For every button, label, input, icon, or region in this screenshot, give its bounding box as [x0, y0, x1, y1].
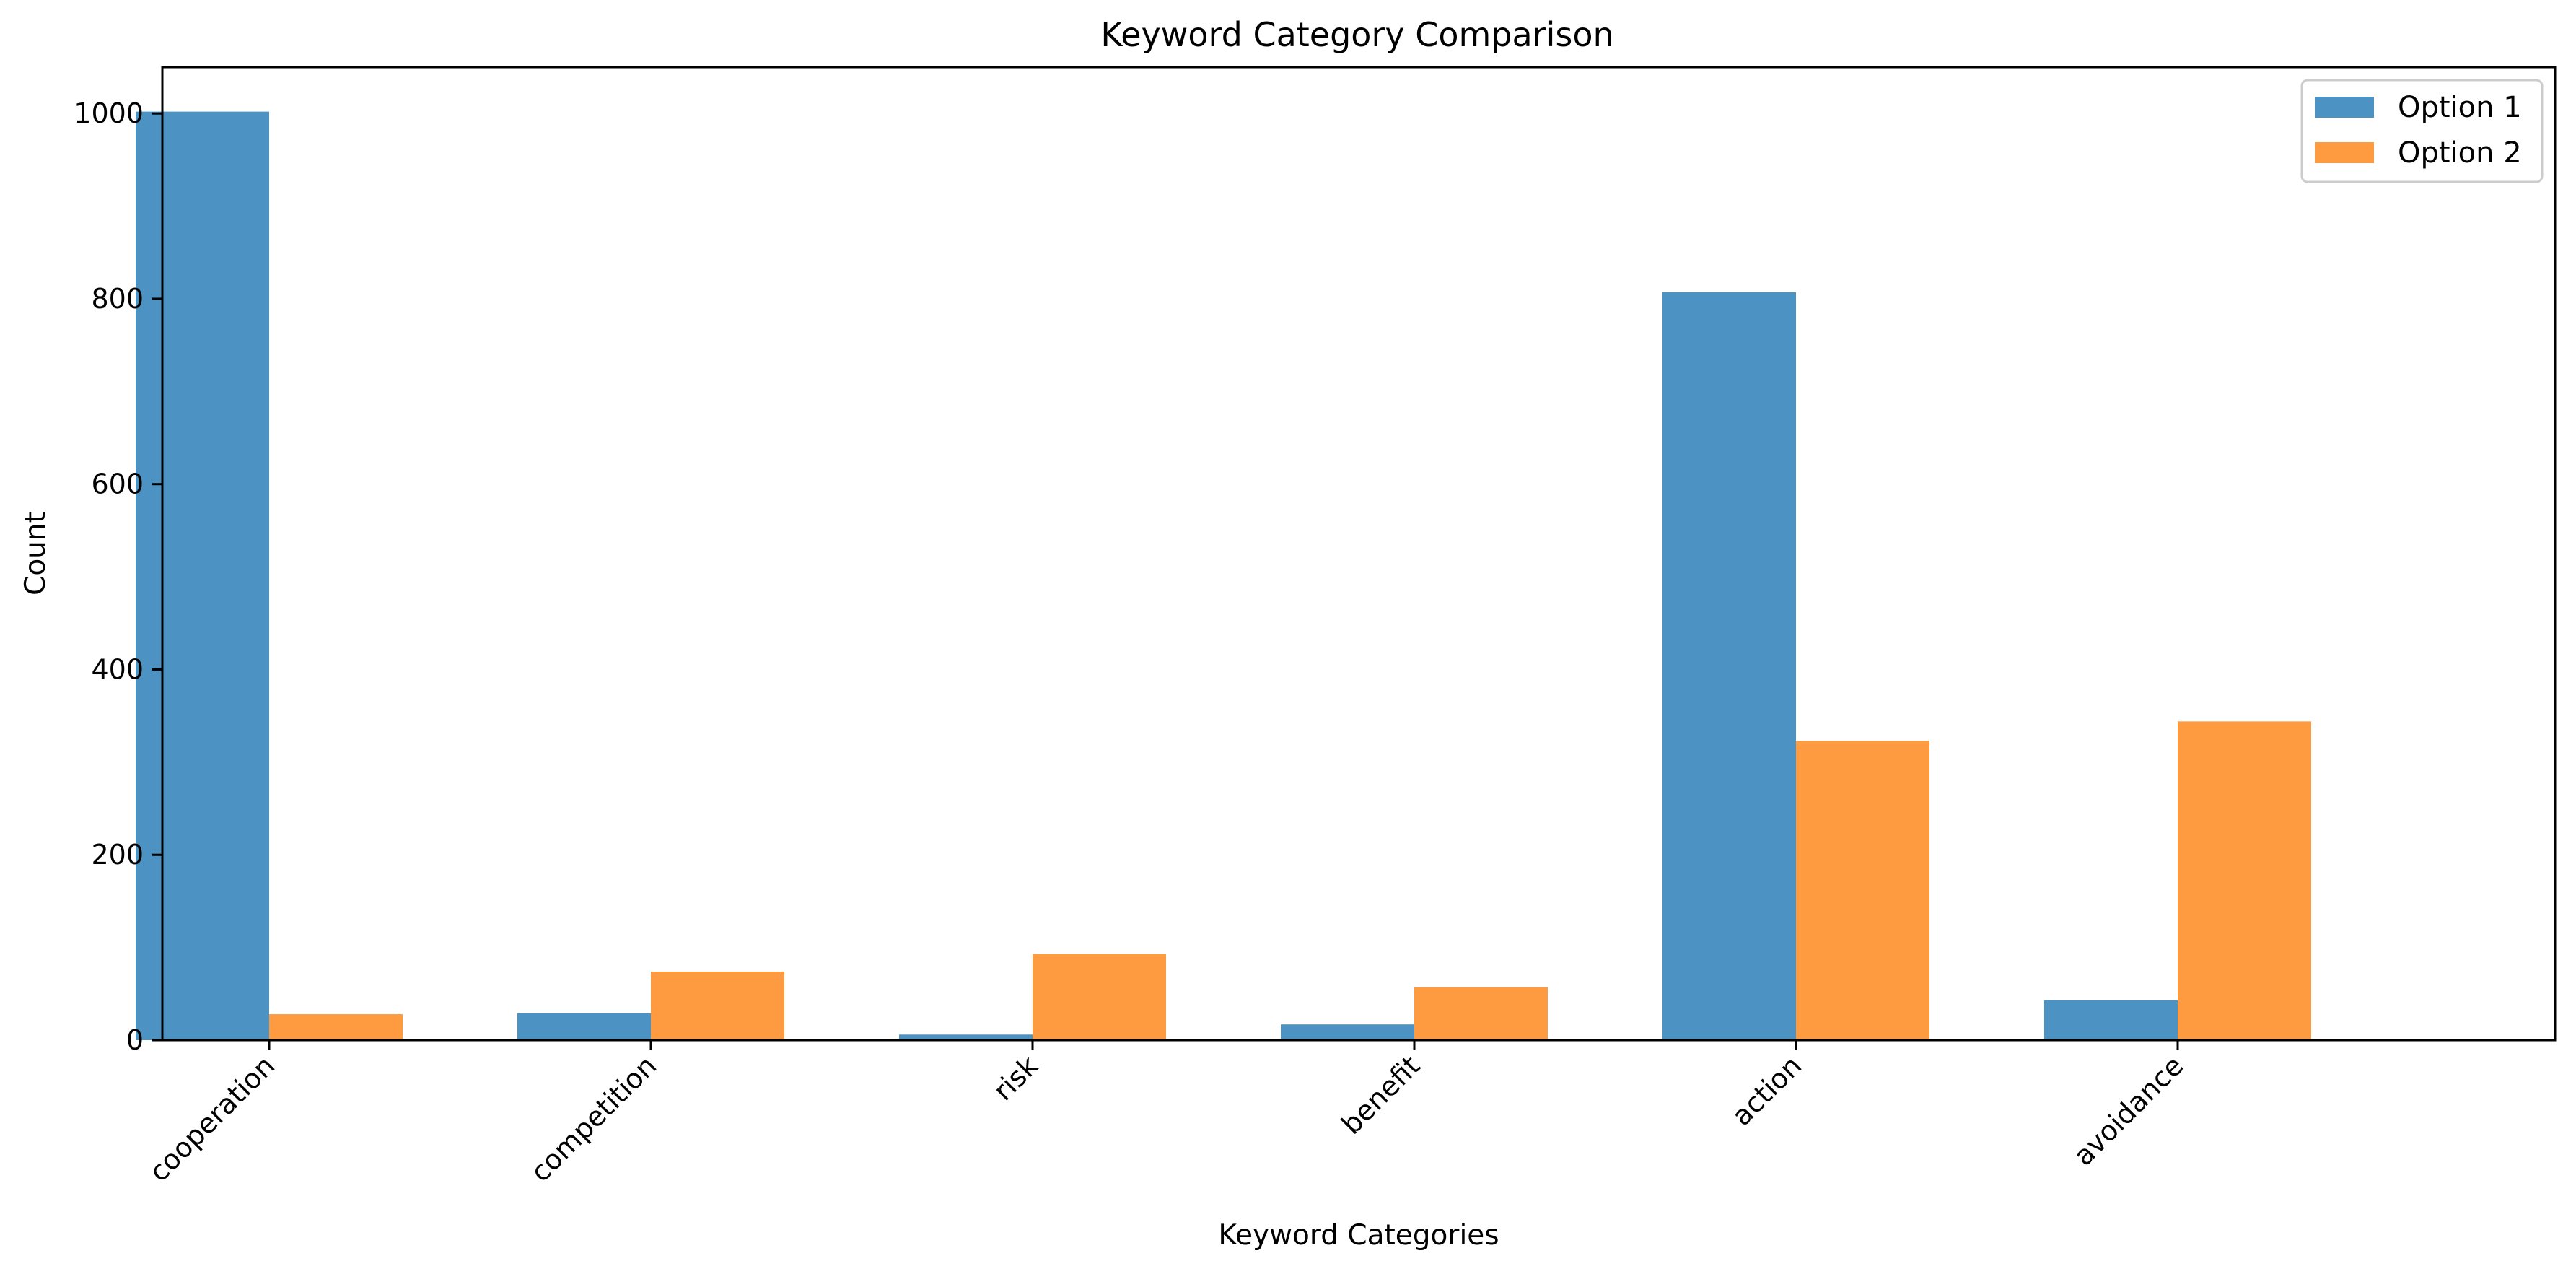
legend: Option 1 Option 2: [2300, 79, 2544, 183]
bar-option-1-competition: [517, 1013, 651, 1040]
bar-option-2-cooperation: [269, 1014, 403, 1040]
y-tick-label: 800: [91, 283, 144, 315]
bar-option-1-benefit: [1281, 1024, 1414, 1040]
bar-option-1-action: [1662, 292, 1796, 1041]
x-axis-label: Keyword Categories: [1218, 1219, 1499, 1252]
bar-option-2-avoidance: [2178, 721, 2311, 1040]
y-tick-label: 0: [126, 1024, 144, 1056]
bars-group: [136, 111, 2311, 1041]
y-tick-label: 600: [91, 468, 144, 500]
y-tick-label: 1000: [74, 97, 144, 129]
bar-option-1-cooperation: [136, 111, 269, 1041]
bar-option-2-risk: [1033, 954, 1166, 1040]
plot-frame: [161, 66, 2557, 1042]
y-axis-ticks: 0 200 400 600 800 1000: [74, 97, 162, 1056]
y-tick-label: 400: [91, 653, 144, 685]
bar-option-1-avoidance: [2044, 1000, 2178, 1040]
chart-title: Keyword Category Comparison: [1100, 15, 1613, 54]
legend-label-option-2: Option 2: [2398, 136, 2522, 170]
legend-swatch-option-1: [2315, 97, 2374, 118]
bar-option-2-benefit: [1414, 987, 1548, 1040]
y-axis-label: Count: [19, 512, 52, 595]
legend-swatch-option-2: [2315, 142, 2374, 163]
legend-label-option-1: Option 1: [2398, 91, 2522, 124]
bar-option-2-competition: [651, 971, 784, 1040]
bar-option-1-risk: [899, 1034, 1033, 1040]
y-tick-label: 200: [91, 839, 144, 871]
bar-option-2-action: [1796, 741, 1929, 1040]
